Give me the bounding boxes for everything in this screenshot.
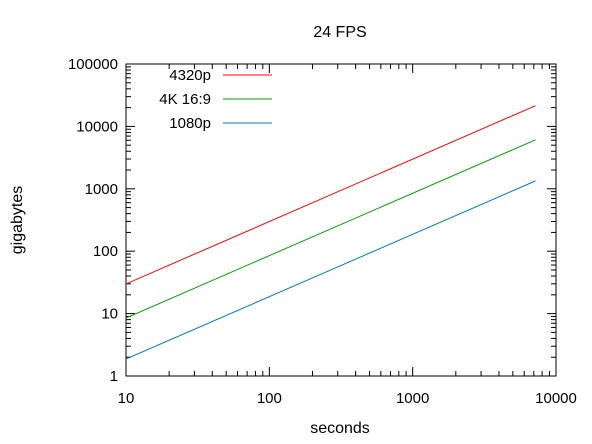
y-tick-label: 10 — [101, 306, 118, 323]
x-axis-label: seconds — [310, 420, 370, 437]
x-axis: 10 100 1000 10000 — [118, 64, 577, 407]
y-tick-label: 100 — [93, 243, 118, 260]
y-tick-label: 100000 — [68, 56, 118, 73]
plot-frame — [125, 63, 557, 377]
series-line — [125, 105, 536, 285]
series-lines — [125, 105, 536, 360]
series-line — [125, 139, 536, 319]
y-axis-label: gigabytes — [9, 186, 26, 255]
y-tick-label: 10000 — [76, 118, 118, 135]
x-tick-label: 1000 — [396, 390, 429, 407]
x-tick-label: 10000 — [535, 390, 577, 407]
legend-label: 1080p — [169, 115, 211, 132]
legend: 4320p 4K 16:9 1080p — [159, 67, 272, 132]
y-tick-label: 1000 — [85, 181, 118, 198]
legend-label: 4320p — [169, 67, 211, 84]
chart-title: 24 FPS — [313, 24, 366, 41]
x-tick-label: 10 — [118, 390, 135, 407]
x-tick-label: 100 — [257, 390, 282, 407]
series-line — [125, 180, 536, 360]
y-tick-label: 1 — [110, 368, 118, 385]
legend-label: 4K 16:9 — [159, 91, 211, 108]
y-axis: 1 10 100 1000 10000 100000 — [68, 56, 556, 385]
